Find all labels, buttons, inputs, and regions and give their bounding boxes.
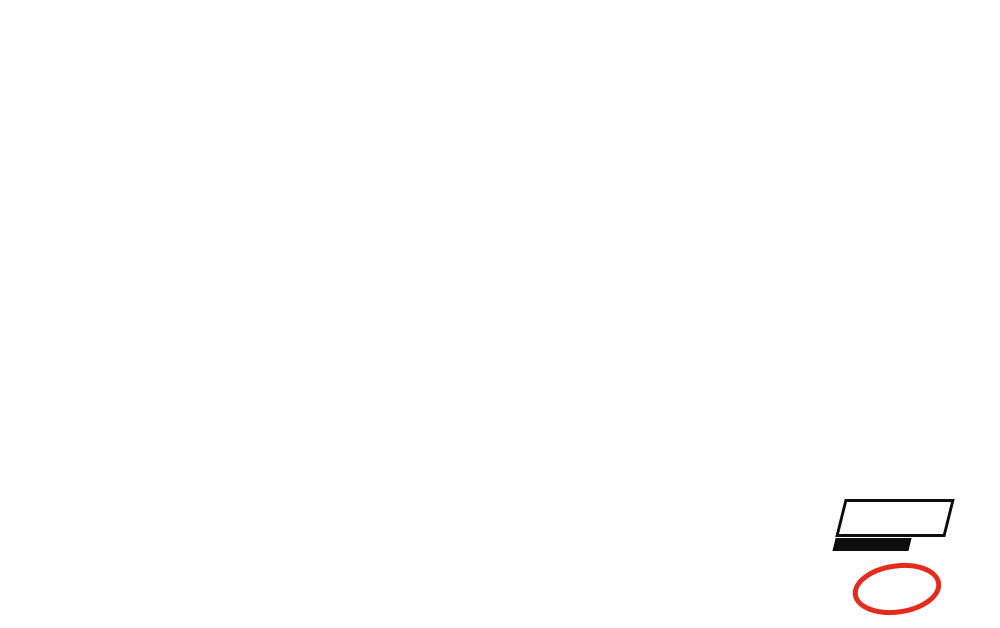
legend-line-red <box>32 555 82 558</box>
do88-performance-bar <box>832 538 912 551</box>
legend-line-green <box>32 520 82 523</box>
aim-logo <box>852 562 942 616</box>
legend-line-blue <box>32 538 82 541</box>
aim-logo-ellipse <box>852 562 942 616</box>
do88-logo <box>835 499 955 537</box>
do88-logo-text <box>895 517 896 520</box>
